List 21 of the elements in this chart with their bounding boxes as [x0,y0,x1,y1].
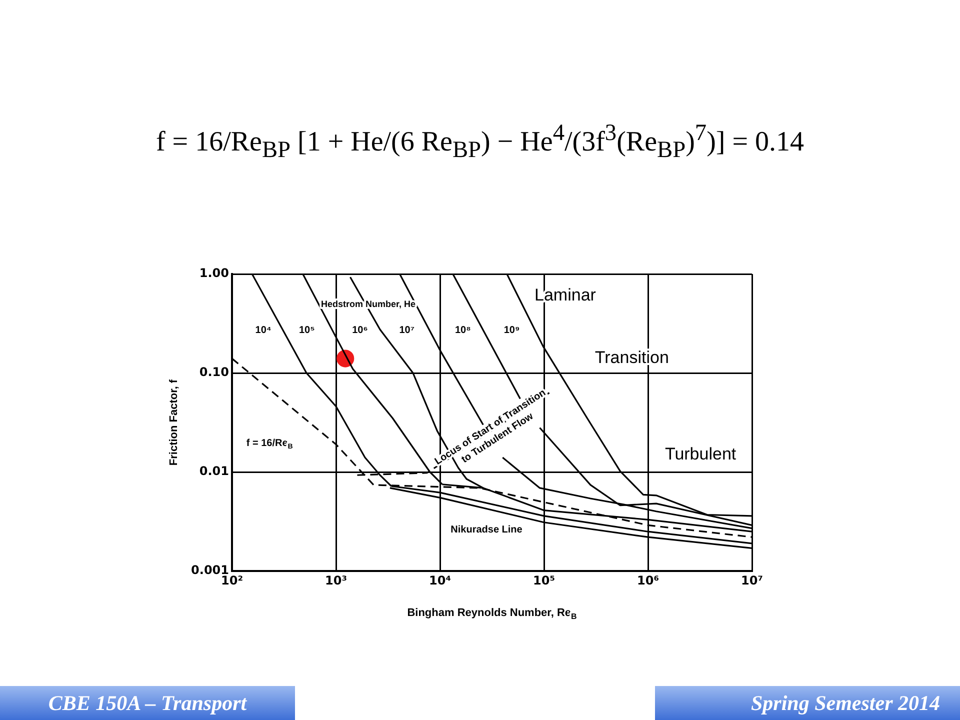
x-tick-label: 10⁶ [637,573,659,588]
annotation: 10⁴ [255,325,272,336]
x-tick-label: 10⁴ [429,573,451,588]
text: Spring Semester 2014 [750,690,940,716]
annotation: 10⁸ [454,325,472,336]
y-tick-label: 1.00 [199,266,229,280]
x-tick-label: 10³ [325,573,347,588]
x-tick-label: 10² [221,573,243,588]
annotation: 10⁹ [504,325,520,336]
chart-title: f = 16/Re$_{BP}$ [1 + He/(6 Re$_{BP}$) − He$^{4}$/(3f$^{3}$(Re$_{BP}$)$^{7}$)] = 0.14 [156,120,804,163]
text: CBE 150A – Transport [48,690,247,716]
x-tick-label: 10⁵ [533,573,555,588]
annotation: Nikuradse Line [450,524,523,536]
annotation: 10⁵ [298,325,316,336]
x-tick-label: 10⁷ [741,573,763,588]
y-tick-label: 0.01 [199,464,229,478]
y-tick-label: 0.10 [199,365,229,380]
y-axis-title: Friction Factor, f [168,379,180,466]
annotation: 10⁷ [399,325,414,336]
annotation: 10⁶ [352,325,368,336]
annotation: Turbulent [664,444,736,464]
